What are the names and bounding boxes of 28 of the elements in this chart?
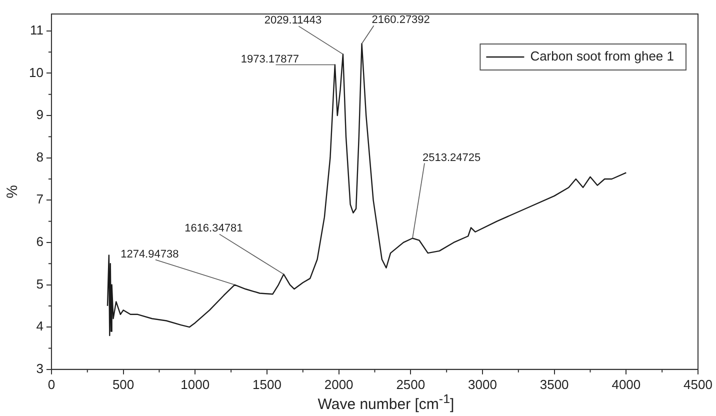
x-tick-label: 500 [112, 376, 134, 392]
annotation: 1274.94738 [120, 248, 179, 260]
y-tick-label: 7 [36, 192, 44, 207]
annotation: 2513.24725 [422, 152, 481, 164]
x-tick-label: 3500 [540, 376, 569, 392]
y-tick-label: 11 [30, 22, 44, 38]
x-axis-title: Wave number [cm$^{-1}$] [316, 392, 456, 413]
y-axis-title: % [4, 185, 22, 198]
x-tick-label: 0 [48, 376, 56, 392]
y-tick-label: 8 [36, 149, 44, 164]
x-tick-label: 1000 [180, 376, 210, 392]
legend-label: Carbon soot from ghee 1 [530, 48, 674, 64]
x-tick-label: 3000 [468, 376, 497, 392]
y-tick-label: 6 [36, 234, 44, 250]
x-tick-label: 2000 [324, 376, 354, 392]
y-tick-label: 9 [36, 107, 44, 122]
annotation: 1616.34781 [184, 222, 243, 235]
y-tick-label: 10 [28, 64, 44, 80]
annotation: 1973.17877 [240, 53, 299, 66]
x-tick-label: 1500 [252, 376, 282, 392]
x-tick-label: 4500 [684, 376, 712, 392]
x-tick-label: 4000 [612, 376, 641, 392]
annotation: 2029.11443 [264, 14, 322, 27]
y-tick-label: 5 [36, 276, 44, 292]
y-tick-label: 4 [36, 318, 44, 334]
x-tick-label: 2500 [396, 376, 426, 392]
y-tick-label: 3 [36, 360, 44, 376]
annotation: 2160.27392 [372, 14, 430, 26]
